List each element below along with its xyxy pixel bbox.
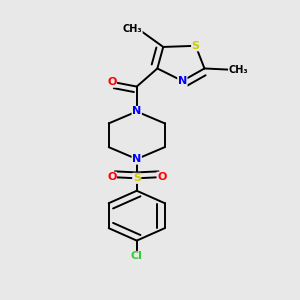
Text: S: S — [133, 173, 141, 183]
Text: CH₃: CH₃ — [122, 24, 142, 34]
Text: O: O — [107, 172, 116, 182]
Text: S: S — [192, 41, 200, 51]
Text: N: N — [132, 154, 141, 164]
Text: N: N — [178, 76, 187, 86]
Text: Cl: Cl — [131, 251, 143, 262]
Text: O: O — [107, 77, 116, 87]
Text: CH₃: CH₃ — [229, 64, 248, 75]
Text: O: O — [157, 172, 167, 182]
Text: N: N — [132, 106, 141, 116]
